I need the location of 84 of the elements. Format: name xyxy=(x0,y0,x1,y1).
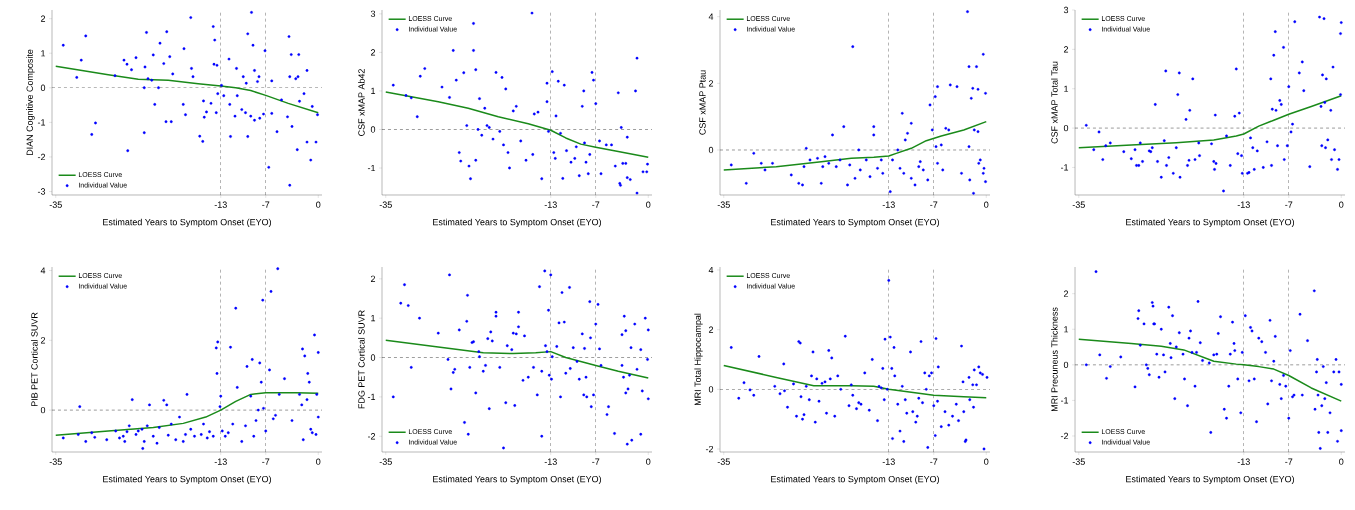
y-tick-label: 2 xyxy=(1063,46,1069,53)
y-axis-title: CSF xMAP Ptau xyxy=(699,70,706,135)
y-tick-label: 4 xyxy=(708,266,714,274)
y-tick-label: 2 xyxy=(708,326,714,333)
x-tick-label: 0 xyxy=(1339,458,1344,465)
y-tick-label: 2 xyxy=(40,15,46,22)
x-axis-title: Estimated Years to Symptom Onset (EYO) xyxy=(433,475,601,485)
x-tick-label: -13 xyxy=(882,201,895,208)
x-tick-label: -35 xyxy=(49,201,62,208)
y-tick-label: 2 xyxy=(370,275,376,282)
y-tick-label: 1 xyxy=(1064,85,1069,92)
y-tick-label: 1 xyxy=(371,315,376,322)
y-tick-label: 2 xyxy=(40,337,46,344)
x-tick-label: 0 xyxy=(1339,201,1344,208)
y-tick-label: 0 xyxy=(1063,124,1069,132)
y-tick-label: -2 xyxy=(705,445,714,453)
x-tick-label: -7 xyxy=(1285,201,1293,208)
x-tick-label: -35 xyxy=(1072,458,1085,465)
y-tick-label: 3 xyxy=(1063,6,1069,14)
y-axis-title: CSF xMAP Total Tau xyxy=(1051,61,1058,144)
x-tick-label: -7 xyxy=(592,458,600,465)
y-tick-label: 0 xyxy=(40,84,46,91)
x-tick-label: -13 xyxy=(1237,201,1250,208)
y-tick-label: 2 xyxy=(1063,290,1069,297)
x-tick-label: 0 xyxy=(984,201,989,208)
y-axis-title: MRI Precuneus Thickness xyxy=(1051,307,1058,412)
y-tick-label: -1 xyxy=(367,393,376,400)
x-tick-label: -13 xyxy=(544,458,557,465)
y-tick-label: -2 xyxy=(37,153,46,161)
x-tick-label: -13 xyxy=(1237,458,1250,465)
y-tick-label: -3 xyxy=(37,188,46,195)
x-tick-label: -35 xyxy=(717,201,730,208)
x-tick-label: -7 xyxy=(262,458,270,465)
y-tick-label: 4 xyxy=(708,13,714,20)
x-tick-label: 0 xyxy=(316,201,321,208)
y-tick-label: 0 xyxy=(1063,361,1069,369)
x-tick-label: -13 xyxy=(214,458,227,465)
y-tick-label: -1 xyxy=(367,164,376,172)
y-tick-label: 3 xyxy=(370,10,376,18)
y-tick-label: 0 xyxy=(40,406,46,414)
y-tick-label: 0 xyxy=(708,146,714,154)
x-tick-label: -13 xyxy=(214,201,227,208)
y-tick-label: -1 xyxy=(37,119,46,126)
x-axis-title: Estimated Years to Symptom Onset (EYO) xyxy=(771,475,939,485)
x-tick-label: -7 xyxy=(930,201,938,208)
y-tick-label: 0 xyxy=(370,126,376,133)
x-tick-label: -7 xyxy=(1285,458,1293,465)
x-tick-label: -13 xyxy=(544,201,557,208)
x-tick-label: 0 xyxy=(316,458,321,465)
y-tick-label: -2 xyxy=(367,433,376,440)
y-tick-label: 1 xyxy=(371,87,376,95)
y-axis-title: MRI Total Hippocampal xyxy=(694,313,703,406)
x-tick-label: -7 xyxy=(262,201,270,208)
y-axis-title: DIAN Cognitive Composite xyxy=(26,49,35,156)
x-axis-title: Estimated Years to Symptom Onset (EYO) xyxy=(103,218,271,228)
x-tick-label: -13 xyxy=(882,458,895,465)
x-tick-label: -35 xyxy=(1072,201,1085,208)
y-tick-label: -2 xyxy=(1060,432,1069,440)
y-tick-label: 2 xyxy=(708,80,714,87)
y-tick-label: 1 xyxy=(41,50,46,57)
y-tick-label: -1 xyxy=(1060,164,1069,171)
x-tick-label: -35 xyxy=(379,201,392,208)
y-axis-title: FDG PET Cortical SUVR xyxy=(358,310,365,409)
x-tick-label: 0 xyxy=(984,458,989,465)
y-tick-label: 1 xyxy=(1064,326,1069,333)
x-tick-label: 0 xyxy=(646,201,651,208)
y-axis-title: CSF xMAP Ab42 xyxy=(358,69,365,136)
x-tick-label: -35 xyxy=(49,458,62,465)
x-axis-title: Estimated Years to Symptom Onset (EYO) xyxy=(1126,218,1295,228)
y-tick-label: 0 xyxy=(370,354,376,361)
x-tick-label: -7 xyxy=(930,458,938,465)
y-axis-title: PIB PET Cortical SUVR xyxy=(31,312,38,407)
y-tick-label: -1 xyxy=(1060,397,1069,404)
y-tick-label: 0 xyxy=(708,386,714,393)
x-axis-title: Estimated Years to Symptom Onset (EYO) xyxy=(103,475,271,485)
x-tick-label: -35 xyxy=(379,458,392,465)
x-axis-title: Estimated Years to Symptom Onset (EYO) xyxy=(433,218,601,228)
y-tick-label: 2 xyxy=(370,49,376,56)
x-tick-label: 0 xyxy=(646,458,651,465)
x-tick-label: -35 xyxy=(717,458,730,465)
x-axis-title: Estimated Years to Symptom Onset (EYO) xyxy=(771,218,939,228)
x-axis-title: Estimated Years to Symptom Onset (EYO) xyxy=(1126,475,1295,485)
x-tick-label: -7 xyxy=(592,201,600,208)
y-tick-label: 4 xyxy=(40,267,46,274)
